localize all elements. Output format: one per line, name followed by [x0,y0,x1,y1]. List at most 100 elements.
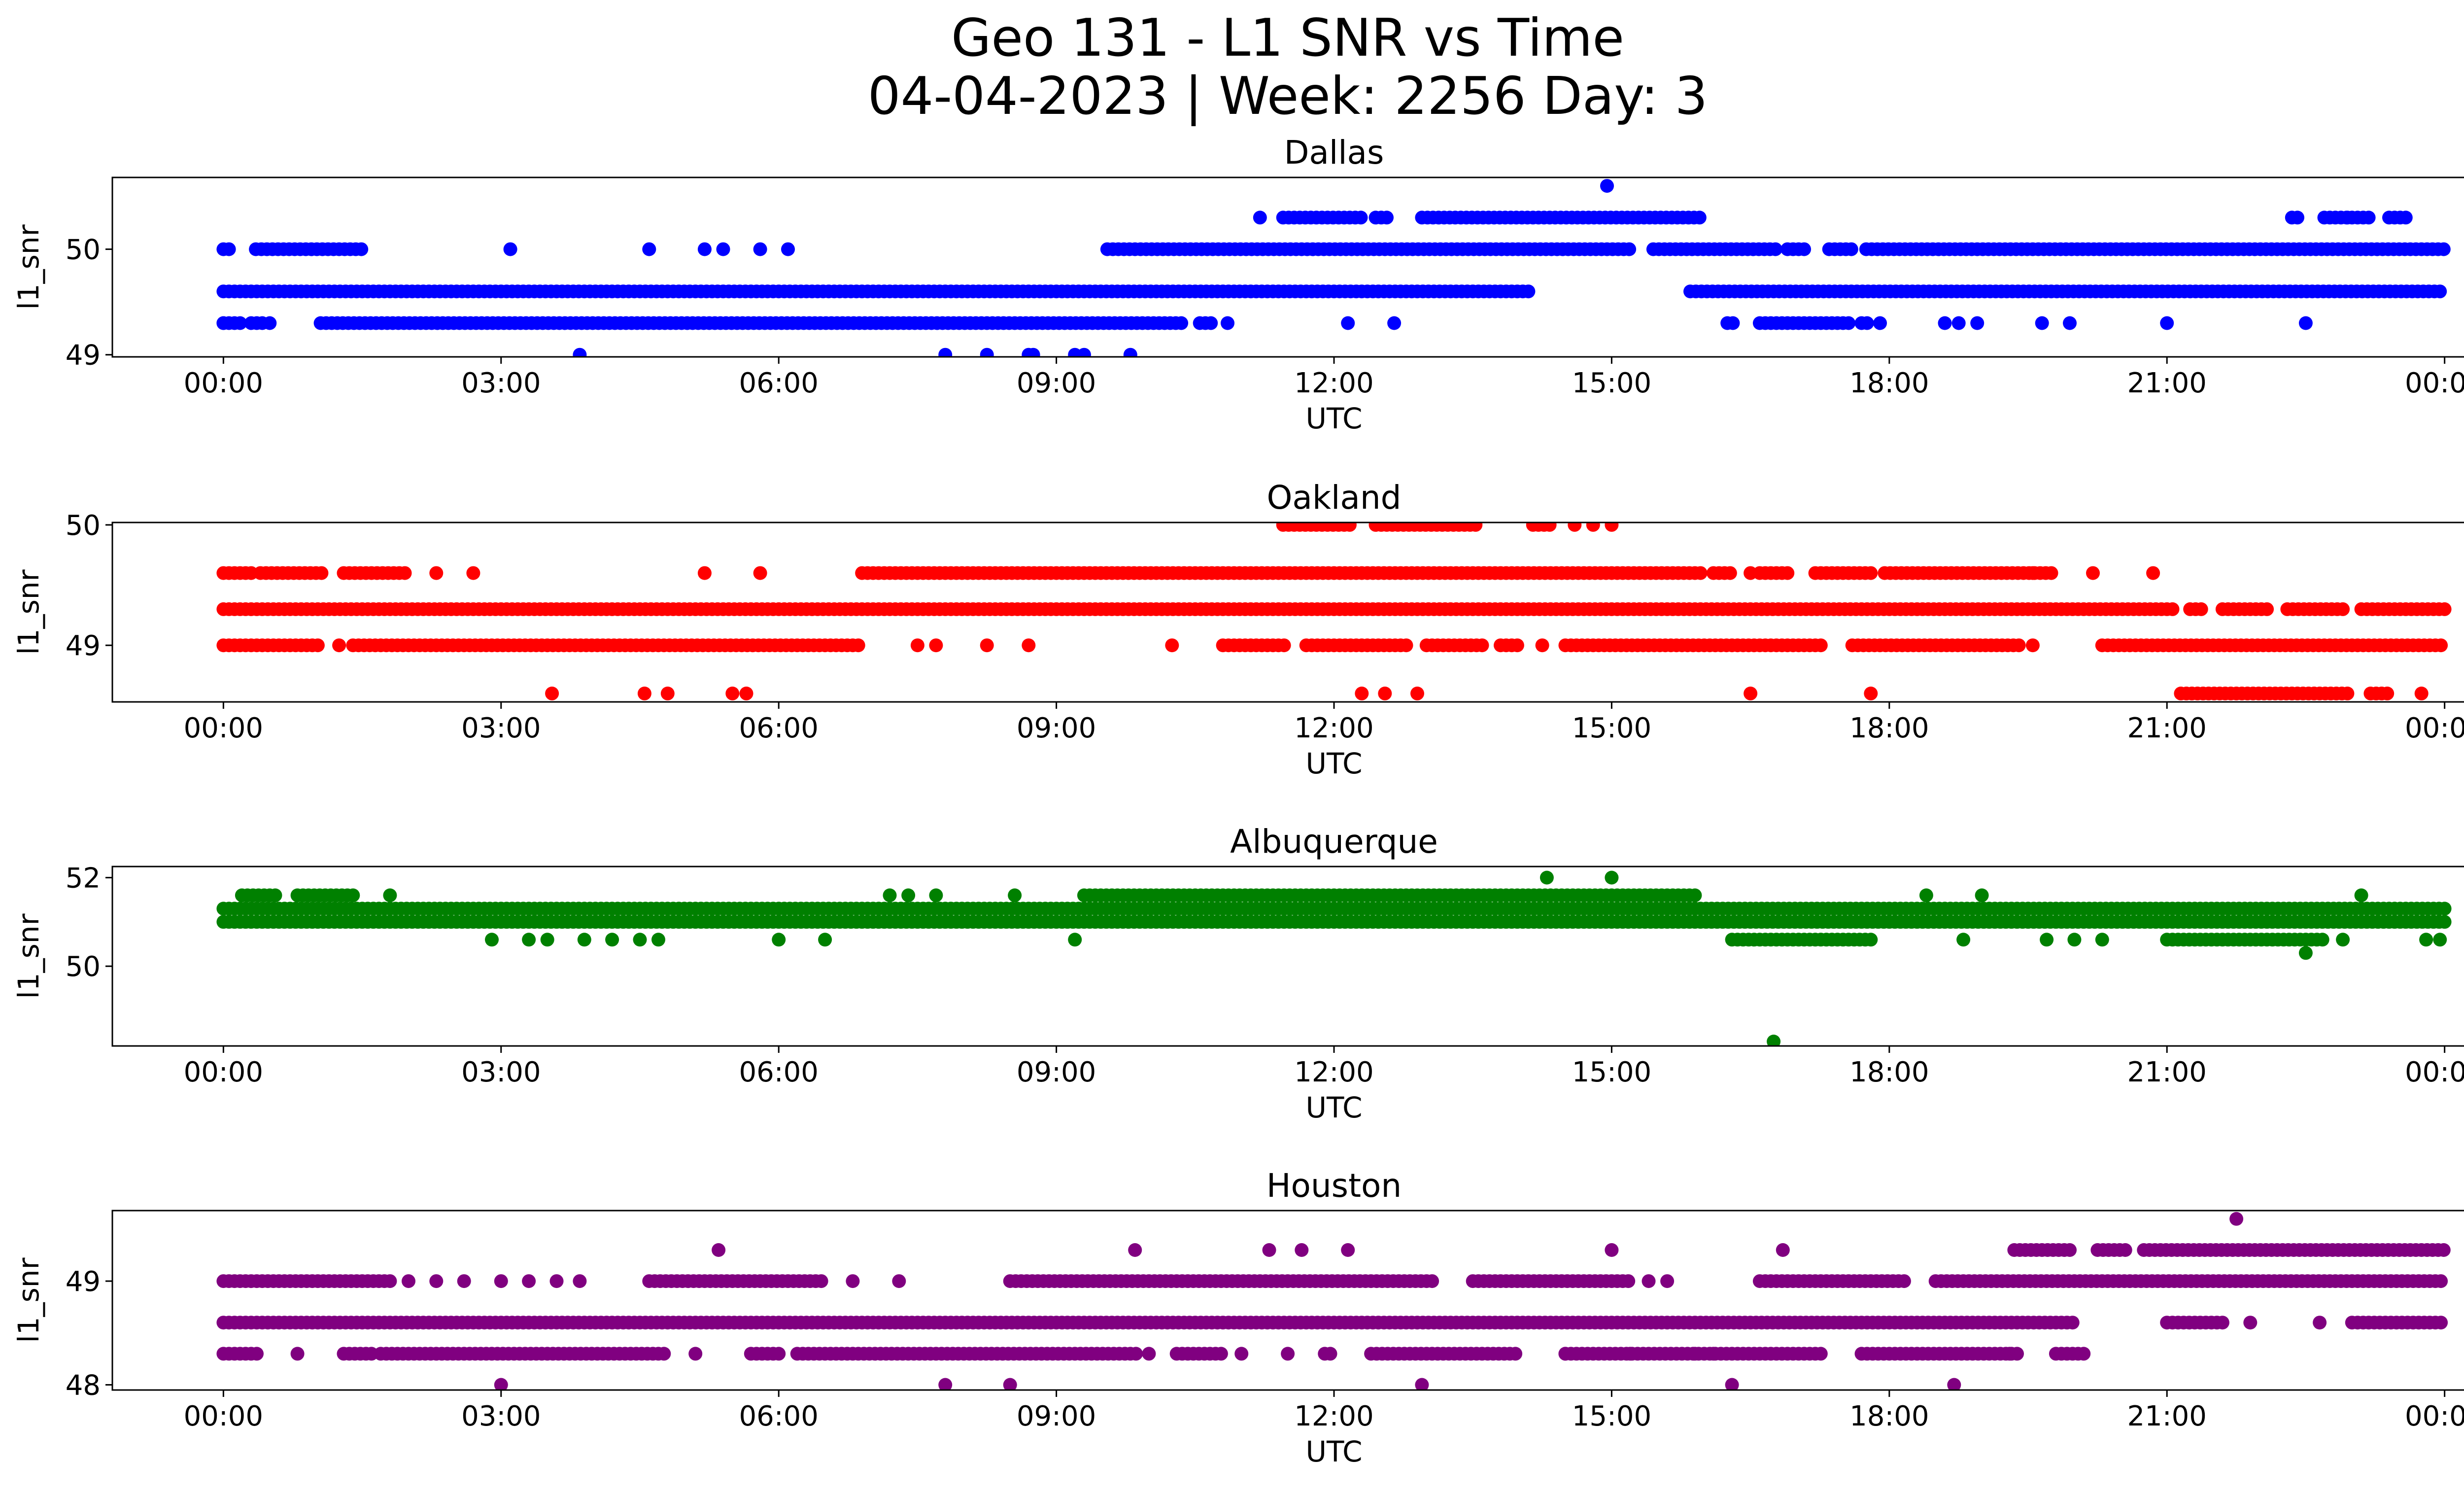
data-point [1510,638,1524,653]
data-point [2025,638,2040,653]
data-point [637,686,651,700]
data-point [1221,316,1234,330]
y-tick-label: 49 [66,1266,101,1298]
x-axis-label: UTC [1306,747,1363,780]
data-point [549,1274,564,1288]
data-point [1380,210,1394,225]
x-tick-label: 15:00 [1572,1400,1651,1432]
x-tick-label: 21:00 [2127,1400,2207,1432]
axes-frame [111,1210,2464,1391]
data-point [2003,1347,2017,1361]
data-point [1253,210,1267,225]
data-point [1780,566,1795,580]
x-tick-label: 09:00 [1017,1056,1096,1088]
x-tick-label: 15:00 [1572,367,1651,399]
x-tick-label: 00:00 [2405,712,2464,744]
subplot-title: Dallas [1284,134,1384,172]
data-point [2063,1243,2077,1257]
scatter-points [216,1212,2451,1390]
data-point [216,316,231,330]
data-point [2146,566,2160,580]
data-point [2194,602,2208,616]
data-point [980,348,994,357]
data-point [1410,686,1424,700]
data-point [503,242,517,256]
data-point [457,1274,471,1288]
data-point [1568,522,1582,532]
data-point [2433,284,2447,299]
x-tick-label: 12:00 [1294,367,1373,399]
data-point [2063,316,2077,330]
x-axis-label: UTC [1306,1435,1363,1468]
data-point [1355,686,1369,700]
data-point [753,566,767,580]
data-point [573,348,587,357]
data-point [2067,933,2082,947]
data-point [1295,1243,1309,1257]
data-point [2065,1316,2080,1330]
x-tick-label: 12:00 [1294,1056,1373,1088]
x-tick-label: 15:00 [1572,1056,1651,1088]
data-point [2095,933,2109,947]
data-point [2361,210,2376,225]
data-point [712,1243,726,1257]
x-tick-label: 03:00 [461,367,541,399]
data-point [2340,686,2355,700]
data-point [697,566,712,580]
data-point [250,1347,264,1361]
subplot-oakland: Oakland 00:00 03:00 06:00 09:00 12:00 15:00 18:… [12,479,2464,780]
data-point [1387,316,1402,330]
data-point [772,1347,786,1361]
data-point [2215,1316,2229,1330]
x-tick-label: 03:00 [461,712,541,744]
data-point [1726,316,1740,330]
data-point [1864,566,1878,580]
data-point [2354,888,2368,903]
data-point [402,1274,415,1288]
y-tick-label: 49 [66,630,101,662]
data-point [573,1274,587,1288]
data-point [2434,1274,2448,1288]
y-tick-label: 50 [66,234,101,266]
data-point [1814,1347,1828,1361]
data-point [2315,933,2329,947]
data-point [1970,316,1985,330]
data-point [1797,242,1811,256]
figure-title: Geo 131 - L1 SNR vs Time 04-04-2023 | We… [0,9,2464,125]
data-point [938,348,953,357]
data-point [1600,179,1614,193]
data-point [2025,566,2040,580]
data-point [1469,522,1483,532]
data-point [1415,1378,1429,1390]
data-point [1947,1378,1961,1390]
data-point [1725,1378,1739,1390]
data-point [1642,1274,1656,1288]
data-point [2243,1316,2258,1330]
x-tick-label: 09:00 [1017,1400,1096,1432]
y-tick-label: 52 [66,862,101,894]
data-point [1262,1243,1276,1257]
data-point [290,1347,305,1361]
data-point [1842,316,1856,330]
scatter-points [216,179,2451,357]
data-point [1956,933,1971,947]
data-point [429,566,444,580]
data-point [1919,888,1933,903]
y-tick-label: 49 [66,340,101,372]
x-tick-label: 00:00 [2405,367,2464,399]
x-tick-label: 12:00 [1294,1400,1373,1432]
data-point [383,888,397,903]
data-point [332,638,346,653]
data-point [2298,946,2313,960]
data-point [688,1347,703,1361]
data-point [1558,1347,1573,1361]
data-point [2044,566,2058,580]
y-tick-label: 50 [66,510,101,542]
data-point [1068,933,1082,947]
x-tick-label: 00:00 [184,367,263,399]
data-point [1864,933,1878,947]
y-axis-label: l1_snr [12,1257,45,1343]
data-point [716,242,730,256]
data-point [814,1274,828,1288]
subplot-title: Albuquerque [1230,823,1438,861]
